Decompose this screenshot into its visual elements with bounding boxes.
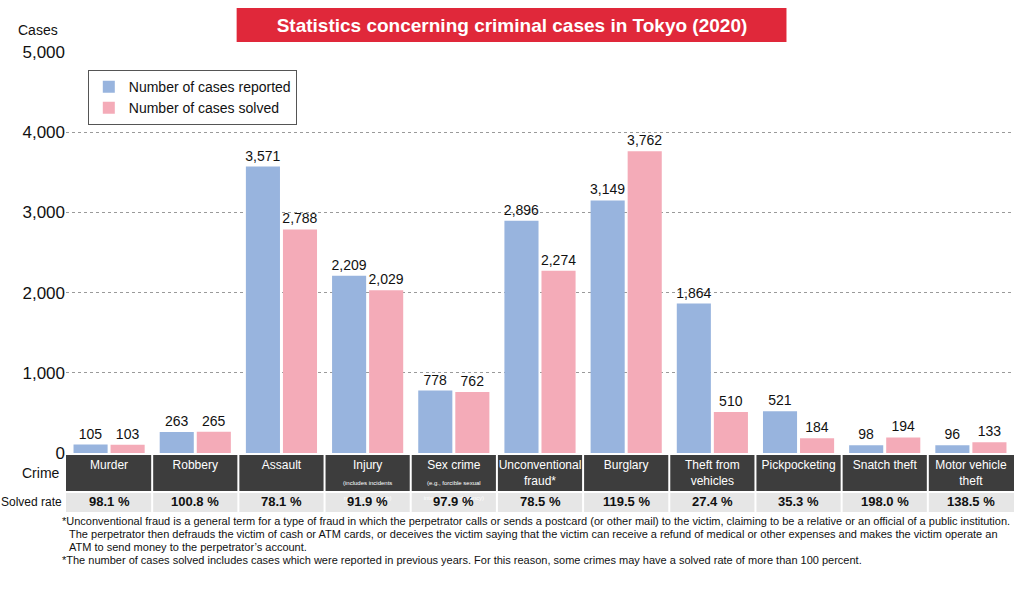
svg-text:138.5 %: 138.5 % (947, 494, 995, 509)
svg-text:133: 133 (978, 423, 1002, 439)
svg-text:98.1 %: 98.1 % (89, 494, 130, 509)
svg-text:Burglary: Burglary (604, 458, 649, 472)
svg-text:Cases: Cases (18, 22, 58, 38)
html-text:*The number of cases solved in: *The number of cases solved includes cas… (62, 554, 862, 566)
svg-text:103: 103 (116, 426, 140, 442)
svg-text:91.9 %: 91.9 % (347, 494, 388, 509)
svg-text:Motor vehicletheft: Motor vehicletheft (935, 458, 1007, 488)
svg-text:4,000: 4,000 (22, 123, 65, 142)
svg-text:Solved rate: Solved rate (1, 495, 62, 509)
svg-text:Robbery: Robbery (173, 458, 218, 472)
svg-text:762: 762 (461, 373, 485, 389)
svg-text:Snatch theft: Snatch theft (853, 458, 918, 472)
svg-text:78.1 %: 78.1 % (261, 494, 302, 509)
svg-text:3,149: 3,149 (590, 181, 625, 197)
svg-text:Sex crime(e.g., forcible sexua: Sex crime(e.g., forcible sexualintercour… (424, 458, 484, 501)
svg-text:5,000: 5,000 (22, 43, 65, 62)
svg-text:3,571: 3,571 (245, 148, 280, 164)
svg-text:194: 194 (891, 418, 915, 434)
svg-text:0: 0 (56, 444, 65, 463)
svg-text:510: 510 (719, 393, 743, 409)
svg-text:27.4 %: 27.4 % (692, 494, 733, 509)
svg-text:778: 778 (424, 372, 448, 388)
svg-text:Murder: Murder (90, 458, 128, 472)
svg-text:2,274: 2,274 (541, 252, 576, 268)
svg-text:198.0 %: 198.0 % (861, 494, 909, 509)
svg-text:2,209: 2,209 (331, 257, 366, 273)
svg-text:2,029: 2,029 (369, 271, 404, 287)
svg-text:1,864: 1,864 (676, 285, 711, 301)
svg-text:184: 184 (805, 419, 829, 435)
svg-text:97.9 %: 97.9 % (433, 494, 474, 509)
svg-text:98: 98 (858, 426, 874, 442)
svg-text:Crime: Crime (22, 465, 60, 481)
svg-text:105: 105 (79, 426, 103, 442)
svg-text:2,000: 2,000 (22, 284, 65, 303)
svg-text:Pickpocketing: Pickpocketing (762, 458, 836, 472)
svg-text:1,000: 1,000 (22, 364, 65, 383)
svg-text:3,000: 3,000 (22, 203, 65, 222)
svg-text:Unconventionalfraud*: Unconventionalfraud* (499, 458, 582, 488)
svg-text:Assault: Assault (262, 458, 302, 472)
svg-text:Statistics concerning criminal: Statistics concerning criminal cases in … (277, 15, 748, 36)
svg-text:Number of cases solved: Number of cases solved (129, 100, 279, 116)
html-text:*Unconventional fraud is a gen: *Unconventional fraud is a general term … (62, 515, 1011, 553)
svg-text:96: 96 (944, 426, 960, 442)
svg-text:521: 521 (768, 392, 792, 408)
svg-text:2,788: 2,788 (282, 210, 317, 226)
svg-text:Injury(includes incidentsresul: Injury(includes incidentsresulting in de… (343, 458, 392, 501)
svg-text:Theft fromvehicles: Theft fromvehicles (685, 458, 740, 488)
svg-text:265: 265 (202, 413, 226, 429)
svg-text:3,762: 3,762 (627, 132, 662, 148)
svg-text:100.8 %: 100.8 % (171, 494, 219, 509)
svg-text:119.5 %: 119.5 % (603, 494, 650, 509)
svg-text:263: 263 (165, 413, 189, 429)
svg-text:2,896: 2,896 (504, 202, 539, 218)
svg-text:78.5 %: 78.5 % (520, 494, 561, 509)
svg-text:Number of cases reported: Number of cases reported (129, 79, 291, 95)
svg-text:35.3 %: 35.3 % (778, 494, 819, 509)
